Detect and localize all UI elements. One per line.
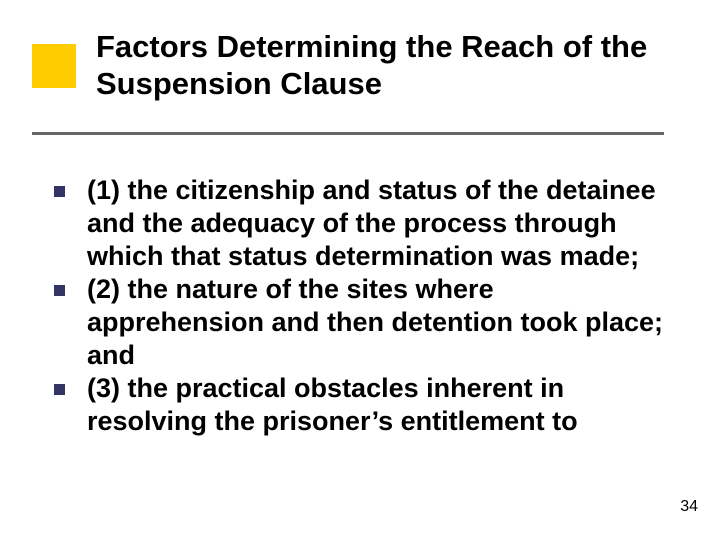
title-divider <box>32 132 664 135</box>
bullet-icon <box>54 384 65 395</box>
accent-square <box>32 44 76 88</box>
bullet-icon <box>54 285 65 296</box>
list-item-text: (3) the practical obstacles inherent in … <box>87 372 664 438</box>
slide-title: Factors Determining the Reach of the Sus… <box>96 28 686 102</box>
list-item: (2) the nature of the sites where appreh… <box>54 273 664 372</box>
list-item-text: (2) the nature of the sites where appreh… <box>87 273 664 372</box>
list-item: (3) the practical obstacles inherent in … <box>54 372 664 438</box>
page-number: 34 <box>680 498 698 516</box>
list-item-text: (1) the citizenship and status of the de… <box>87 174 664 273</box>
body-area: (1) the citizenship and status of the de… <box>54 174 664 438</box>
bullet-icon <box>54 186 65 197</box>
list-item: (1) the citizenship and status of the de… <box>54 174 664 273</box>
